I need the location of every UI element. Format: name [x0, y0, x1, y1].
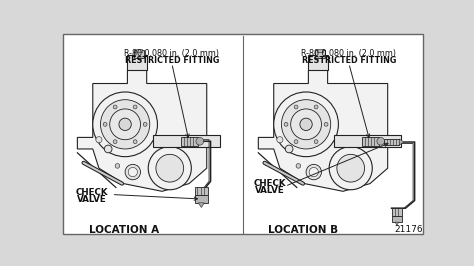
Circle shape [294, 105, 298, 109]
Text: VALVE: VALVE [255, 186, 285, 195]
Text: RESTRICTED FITTING: RESTRICTED FITTING [301, 56, 396, 65]
Circle shape [100, 100, 150, 149]
Circle shape [314, 105, 318, 109]
Bar [362, 137, 379, 146]
Circle shape [109, 109, 140, 140]
Circle shape [143, 122, 147, 126]
Text: 21176: 21176 [395, 226, 423, 234]
Text: R-80 0.080 in. (2.0 mm): R-80 0.080 in. (2.0 mm) [301, 49, 396, 58]
Text: CHECK: CHECK [254, 179, 287, 188]
Bar [384, 139, 399, 145]
Circle shape [306, 164, 321, 180]
Circle shape [115, 164, 120, 168]
Polygon shape [77, 70, 220, 191]
Circle shape [300, 118, 312, 131]
Text: LOCATION B: LOCATION B [268, 226, 338, 235]
Circle shape [277, 137, 283, 143]
Circle shape [133, 140, 137, 144]
Circle shape [148, 147, 191, 190]
Circle shape [133, 105, 137, 109]
Circle shape [156, 154, 183, 182]
Circle shape [125, 164, 140, 180]
Bar [153, 135, 220, 147]
Circle shape [273, 92, 338, 157]
Circle shape [103, 122, 107, 126]
Circle shape [377, 138, 384, 145]
Text: VALVE: VALVE [77, 194, 106, 203]
Text: RESTRICTED FITTING: RESTRICTED FITTING [125, 56, 219, 65]
Bar [182, 137, 198, 146]
Circle shape [337, 154, 365, 182]
Bar [195, 188, 208, 195]
Circle shape [294, 140, 298, 144]
Bar [134, 50, 145, 58]
Polygon shape [395, 222, 399, 226]
Text: LOCATION A: LOCATION A [89, 226, 159, 235]
Circle shape [196, 138, 204, 145]
Circle shape [314, 140, 318, 144]
Circle shape [113, 140, 117, 144]
Circle shape [119, 118, 131, 131]
Polygon shape [128, 55, 146, 70]
Circle shape [329, 147, 372, 190]
Text: CHECK: CHECK [75, 188, 108, 197]
Circle shape [128, 167, 137, 177]
Circle shape [104, 145, 112, 153]
Bar [315, 50, 325, 58]
Bar [392, 208, 401, 216]
Text: R-80 0.080 in. (2.0 mm): R-80 0.080 in. (2.0 mm) [124, 49, 219, 58]
Circle shape [285, 145, 293, 153]
Bar [392, 216, 401, 222]
Circle shape [296, 164, 301, 168]
Circle shape [113, 105, 117, 109]
Circle shape [284, 122, 288, 126]
Circle shape [96, 137, 102, 143]
Bar [334, 135, 401, 147]
Circle shape [282, 100, 331, 149]
Polygon shape [399, 139, 404, 145]
Polygon shape [309, 55, 328, 70]
Circle shape [291, 109, 321, 140]
Circle shape [324, 122, 328, 126]
Bar [136, 49, 142, 52]
Circle shape [309, 167, 319, 177]
Polygon shape [198, 203, 204, 207]
Bar [195, 195, 208, 203]
Bar [317, 49, 323, 52]
Circle shape [93, 92, 157, 157]
Polygon shape [258, 70, 401, 191]
